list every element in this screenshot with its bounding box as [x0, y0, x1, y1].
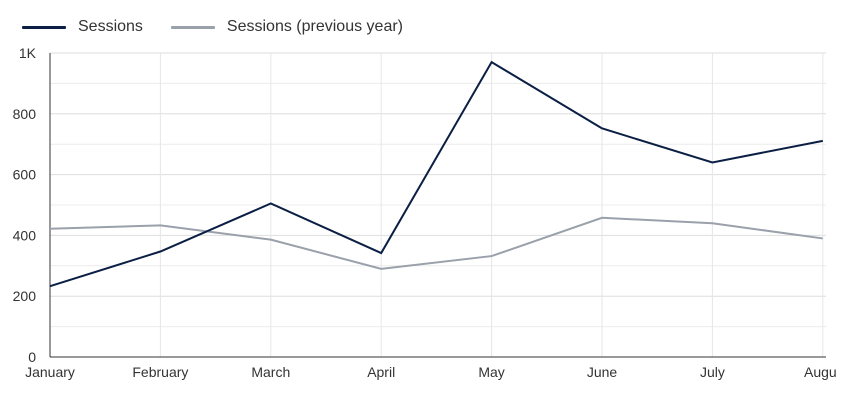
x-tick-label: January [25, 364, 75, 380]
y-tick-label: 400 [13, 227, 37, 243]
x-tick-label: February [132, 364, 188, 380]
chart-legend: Sessions Sessions (previous year) [22, 18, 403, 36]
horizontal-gridlines [50, 52, 826, 328]
y-tick-label: 800 [13, 106, 37, 122]
series-line-sessions-previous-year[interactable] [49, 216, 823, 270]
x-tick-label: July [700, 364, 725, 380]
x-tick-label: April [367, 364, 395, 380]
y-axis-labels: 0 200 400 600 800 1K [13, 45, 37, 365]
y-tick-label: 1K [19, 45, 37, 61]
legend-label-sessions-previous-year: Sessions (previous year) [226, 18, 403, 35]
y-tick-label: 0 [28, 349, 36, 365]
x-tick-label: May [478, 364, 504, 380]
y-tick-label: 200 [13, 288, 37, 304]
y-tick-label: 600 [13, 167, 37, 183]
x-tick-label: June [587, 364, 618, 380]
legend-swatch-sessions [22, 25, 66, 29]
legend-label-sessions: Sessions [78, 18, 143, 35]
x-tick-label: Augu [804, 364, 837, 380]
legend-item-sessions[interactable]: Sessions [22, 18, 143, 36]
x-tick-label: March [251, 364, 290, 380]
x-axis-labels: January February March April May June July Augu [25, 364, 837, 380]
legend-swatch-sessions-previous-year [170, 25, 215, 29]
legend-item-sessions-previous-year[interactable]: Sessions (previous year) [170, 18, 403, 36]
series-line-sessions[interactable] [49, 60, 823, 288]
vertical-gridlines [159, 53, 824, 357]
